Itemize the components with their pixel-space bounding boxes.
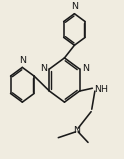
- Text: N: N: [82, 64, 89, 73]
- Text: N: N: [73, 126, 80, 135]
- Text: N: N: [71, 2, 78, 11]
- Text: NH: NH: [94, 85, 108, 94]
- Text: N: N: [19, 56, 26, 65]
- Text: N: N: [40, 64, 47, 73]
